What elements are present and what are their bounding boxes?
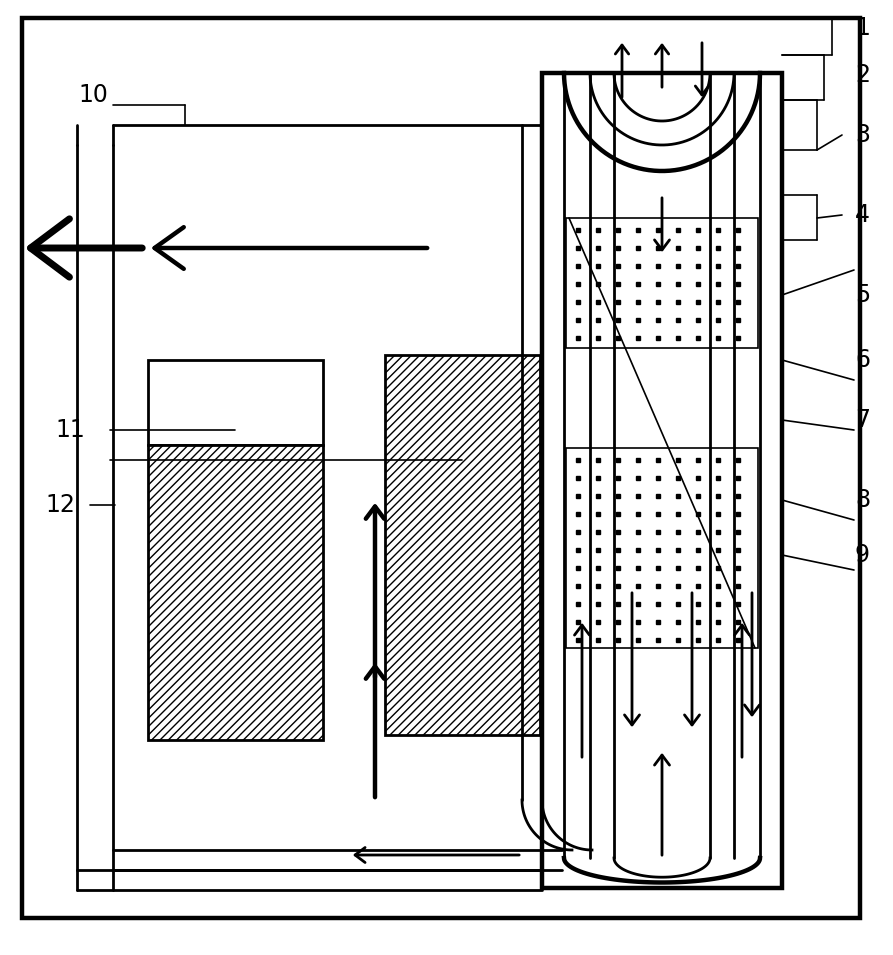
Text: 11: 11	[55, 418, 85, 442]
Text: 3: 3	[855, 123, 870, 147]
Text: 7: 7	[855, 408, 870, 432]
Bar	[542, 73, 782, 888]
Text: 10: 10	[78, 83, 108, 107]
Bar	[566, 448, 758, 648]
Text: 6: 6	[855, 348, 870, 372]
Text: 5: 5	[855, 283, 871, 307]
Bar	[148, 360, 323, 445]
Bar	[385, 355, 540, 735]
Text: 9: 9	[855, 543, 870, 567]
Bar	[148, 445, 323, 740]
Text: 2: 2	[855, 63, 870, 87]
Text: 12: 12	[45, 493, 75, 517]
Text: 8: 8	[855, 488, 870, 512]
Bar	[566, 218, 758, 348]
Text: 1: 1	[855, 16, 870, 40]
Text: 4: 4	[855, 203, 870, 227]
